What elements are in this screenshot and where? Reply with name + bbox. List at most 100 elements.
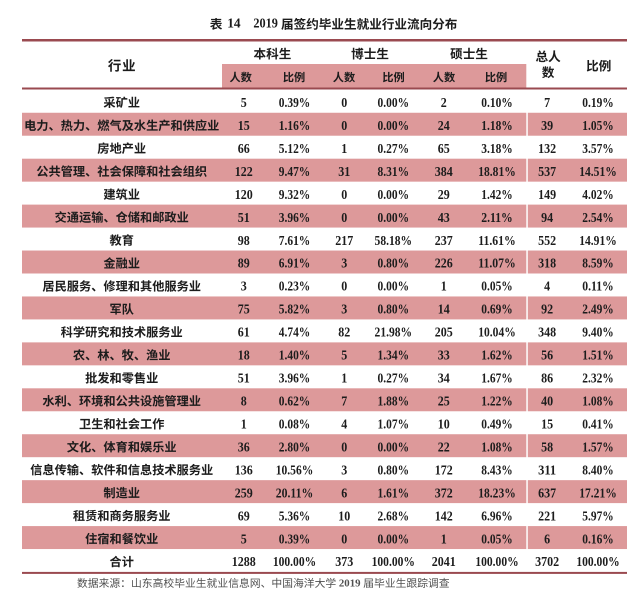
svg-text:0.00%: 0.00%	[378, 95, 410, 110]
svg-text:0.08%: 0.08%	[279, 416, 311, 431]
svg-text:8: 8	[241, 394, 247, 409]
svg-text:1.61%: 1.61%	[378, 485, 410, 500]
svg-text:0: 0	[341, 531, 347, 546]
svg-text:259: 259	[235, 485, 253, 500]
svg-text:0.00%: 0.00%	[378, 187, 410, 202]
svg-text:5.36%: 5.36%	[279, 508, 311, 523]
svg-text:217: 217	[335, 233, 353, 248]
svg-text:1.57%: 1.57%	[582, 439, 614, 454]
svg-text:39: 39	[541, 118, 553, 133]
svg-text:58: 58	[541, 439, 553, 454]
svg-text:4: 4	[544, 279, 550, 294]
svg-text:5: 5	[241, 95, 247, 110]
svg-text:0.00%: 0.00%	[378, 279, 410, 294]
svg-text:21.98%: 21.98%	[375, 325, 413, 340]
svg-text:40: 40	[541, 394, 553, 409]
svg-text:2.80%: 2.80%	[279, 439, 311, 454]
svg-text:0: 0	[341, 279, 347, 294]
svg-text:1.67%: 1.67%	[481, 371, 513, 386]
svg-text:3: 3	[241, 279, 247, 294]
svg-text:3: 3	[341, 256, 347, 271]
svg-text:0.19%: 0.19%	[582, 95, 614, 110]
svg-text:552: 552	[538, 233, 556, 248]
svg-text:18: 18	[238, 348, 250, 363]
svg-text:2.54%: 2.54%	[582, 210, 614, 225]
svg-text:0.80%: 0.80%	[378, 302, 410, 317]
svg-text:2.49%: 2.49%	[582, 302, 614, 317]
svg-text:0.10%: 0.10%	[481, 95, 513, 110]
svg-text:1.07%: 1.07%	[378, 416, 410, 431]
svg-text:65: 65	[438, 141, 450, 156]
svg-text:0: 0	[341, 95, 347, 110]
svg-text:20.11%: 20.11%	[276, 485, 314, 500]
svg-text:8.40%: 8.40%	[582, 462, 614, 477]
svg-text:0.23%: 0.23%	[279, 279, 311, 294]
svg-text:15: 15	[541, 416, 553, 431]
svg-text:3: 3	[341, 302, 347, 317]
svg-text:348: 348	[538, 325, 556, 340]
svg-text:36: 36	[238, 439, 250, 454]
svg-text:237: 237	[435, 233, 453, 248]
svg-text:61: 61	[238, 325, 250, 340]
svg-text:14.51%: 14.51%	[579, 164, 617, 179]
svg-text:205: 205	[435, 325, 453, 340]
svg-text:0.05%: 0.05%	[481, 531, 513, 546]
svg-text:1.34%: 1.34%	[378, 348, 410, 363]
svg-text:100.00%: 100.00%	[576, 554, 619, 569]
svg-text:51: 51	[238, 210, 250, 225]
svg-text:29: 29	[438, 187, 450, 202]
svg-text:0.11%: 0.11%	[582, 279, 614, 294]
svg-text:1.88%: 1.88%	[378, 394, 410, 409]
svg-text:92: 92	[541, 302, 553, 317]
svg-text:17.21%: 17.21%	[579, 485, 617, 500]
svg-text:1: 1	[341, 141, 347, 156]
svg-text:0.41%: 0.41%	[582, 416, 614, 431]
svg-text:4.02%: 4.02%	[582, 187, 614, 202]
svg-text:8.59%: 8.59%	[582, 256, 614, 271]
svg-text:14.91%: 14.91%	[579, 233, 617, 248]
svg-text:100.00%: 100.00%	[273, 554, 316, 569]
svg-text:3.18%: 3.18%	[481, 141, 513, 156]
svg-text:2.32%: 2.32%	[582, 371, 614, 386]
svg-text:1: 1	[341, 371, 347, 386]
svg-text:1.18%: 1.18%	[481, 118, 513, 133]
svg-text:10.56%: 10.56%	[276, 462, 314, 477]
svg-text:9.32%: 9.32%	[279, 187, 311, 202]
svg-text:1.08%: 1.08%	[582, 394, 614, 409]
svg-text:82: 82	[338, 325, 350, 340]
svg-text:2.11%: 2.11%	[481, 210, 513, 225]
svg-text:1288: 1288	[232, 554, 256, 569]
svg-text:6: 6	[341, 485, 347, 500]
svg-text:14: 14	[227, 16, 241, 31]
svg-text:34: 34	[438, 371, 450, 386]
svg-text:5: 5	[341, 348, 347, 363]
svg-text:132: 132	[538, 141, 556, 156]
svg-text:56: 56	[541, 348, 553, 363]
svg-text:5.12%: 5.12%	[279, 141, 311, 156]
svg-text:0.62%: 0.62%	[279, 394, 311, 409]
svg-text:6.96%: 6.96%	[481, 508, 513, 523]
svg-text:2019: 2019	[253, 16, 278, 31]
svg-text:1: 1	[241, 416, 247, 431]
svg-text:3.96%: 3.96%	[279, 371, 311, 386]
svg-text:0.80%: 0.80%	[378, 462, 410, 477]
svg-text:8.43%: 8.43%	[481, 462, 513, 477]
svg-text:1.42%: 1.42%	[481, 187, 513, 202]
svg-text:10: 10	[338, 508, 350, 523]
svg-text:9.40%: 9.40%	[582, 325, 614, 340]
svg-text:0.69%: 0.69%	[481, 302, 513, 317]
svg-text:3: 3	[341, 462, 347, 477]
svg-text:122: 122	[235, 164, 253, 179]
svg-text:0: 0	[341, 439, 347, 454]
svg-text:1.40%: 1.40%	[279, 348, 311, 363]
svg-text:6: 6	[544, 531, 550, 546]
svg-text:43: 43	[438, 210, 450, 225]
svg-text:58.18%: 58.18%	[375, 233, 413, 248]
svg-text:1.51%: 1.51%	[582, 348, 614, 363]
svg-text:0.05%: 0.05%	[481, 279, 513, 294]
svg-text:226: 226	[435, 256, 453, 271]
svg-text:24: 24	[438, 118, 450, 133]
svg-text:75: 75	[238, 302, 250, 317]
svg-text:6.91%: 6.91%	[279, 256, 311, 271]
svg-text:5.82%: 5.82%	[279, 302, 311, 317]
